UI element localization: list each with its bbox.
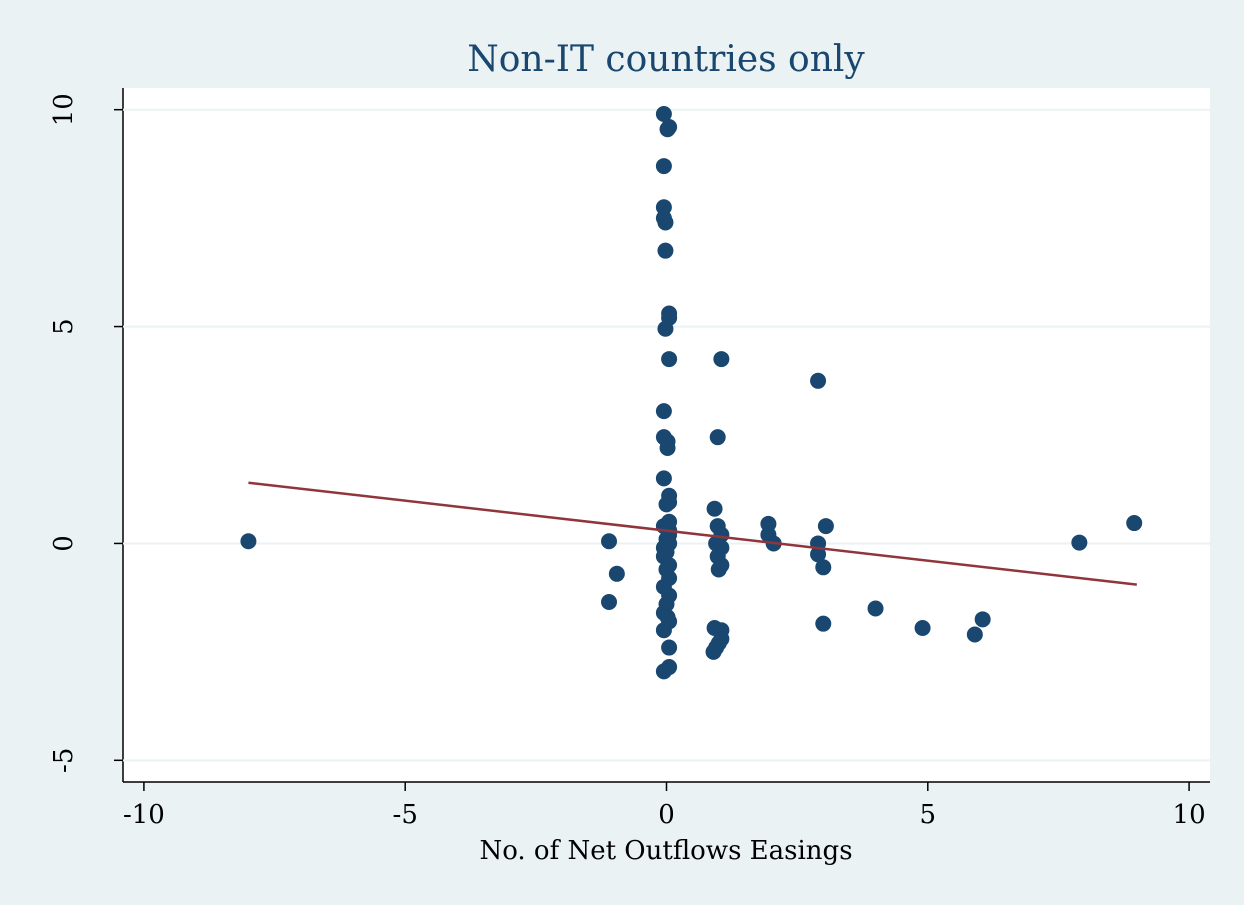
point xyxy=(966,626,983,643)
point xyxy=(815,615,832,632)
point xyxy=(655,403,672,420)
point xyxy=(1071,534,1088,551)
point xyxy=(655,470,672,487)
x-tick-label: -10 xyxy=(123,800,165,830)
point xyxy=(659,609,676,626)
point xyxy=(815,559,832,576)
point xyxy=(705,643,722,660)
point xyxy=(709,429,726,446)
chart-title: Non-IT countries only xyxy=(467,39,865,80)
point xyxy=(659,440,676,457)
point xyxy=(974,611,991,628)
point xyxy=(657,214,674,231)
point xyxy=(608,565,625,582)
x-tick-label: -5 xyxy=(393,800,418,830)
point xyxy=(817,518,834,535)
point xyxy=(1126,515,1143,532)
point xyxy=(713,351,730,368)
point xyxy=(659,121,676,138)
y-tick-label: 10 xyxy=(49,93,79,126)
point xyxy=(240,533,257,550)
point xyxy=(657,320,674,337)
x-tick-label: 0 xyxy=(658,800,675,830)
y-tick-label: 5 xyxy=(49,318,79,335)
point xyxy=(655,663,672,680)
point xyxy=(661,351,678,368)
y-tick-label: 0 xyxy=(49,535,79,552)
point xyxy=(658,496,675,513)
x-axis-label: No. of Net Outflows Easings xyxy=(479,836,852,866)
x-tick-label: 5 xyxy=(920,800,937,830)
point xyxy=(810,546,827,563)
point xyxy=(601,593,618,610)
x-tick-label: 10 xyxy=(1173,800,1206,830)
point xyxy=(601,533,618,550)
point xyxy=(655,622,672,639)
point xyxy=(867,600,884,617)
point xyxy=(810,372,827,389)
point xyxy=(706,500,723,517)
point xyxy=(655,158,672,175)
point xyxy=(661,639,678,656)
point xyxy=(657,242,674,259)
point xyxy=(914,620,931,637)
y-tick-label: -5 xyxy=(49,748,79,773)
fit-line xyxy=(248,481,1137,586)
point xyxy=(655,106,672,123)
point xyxy=(710,561,727,578)
